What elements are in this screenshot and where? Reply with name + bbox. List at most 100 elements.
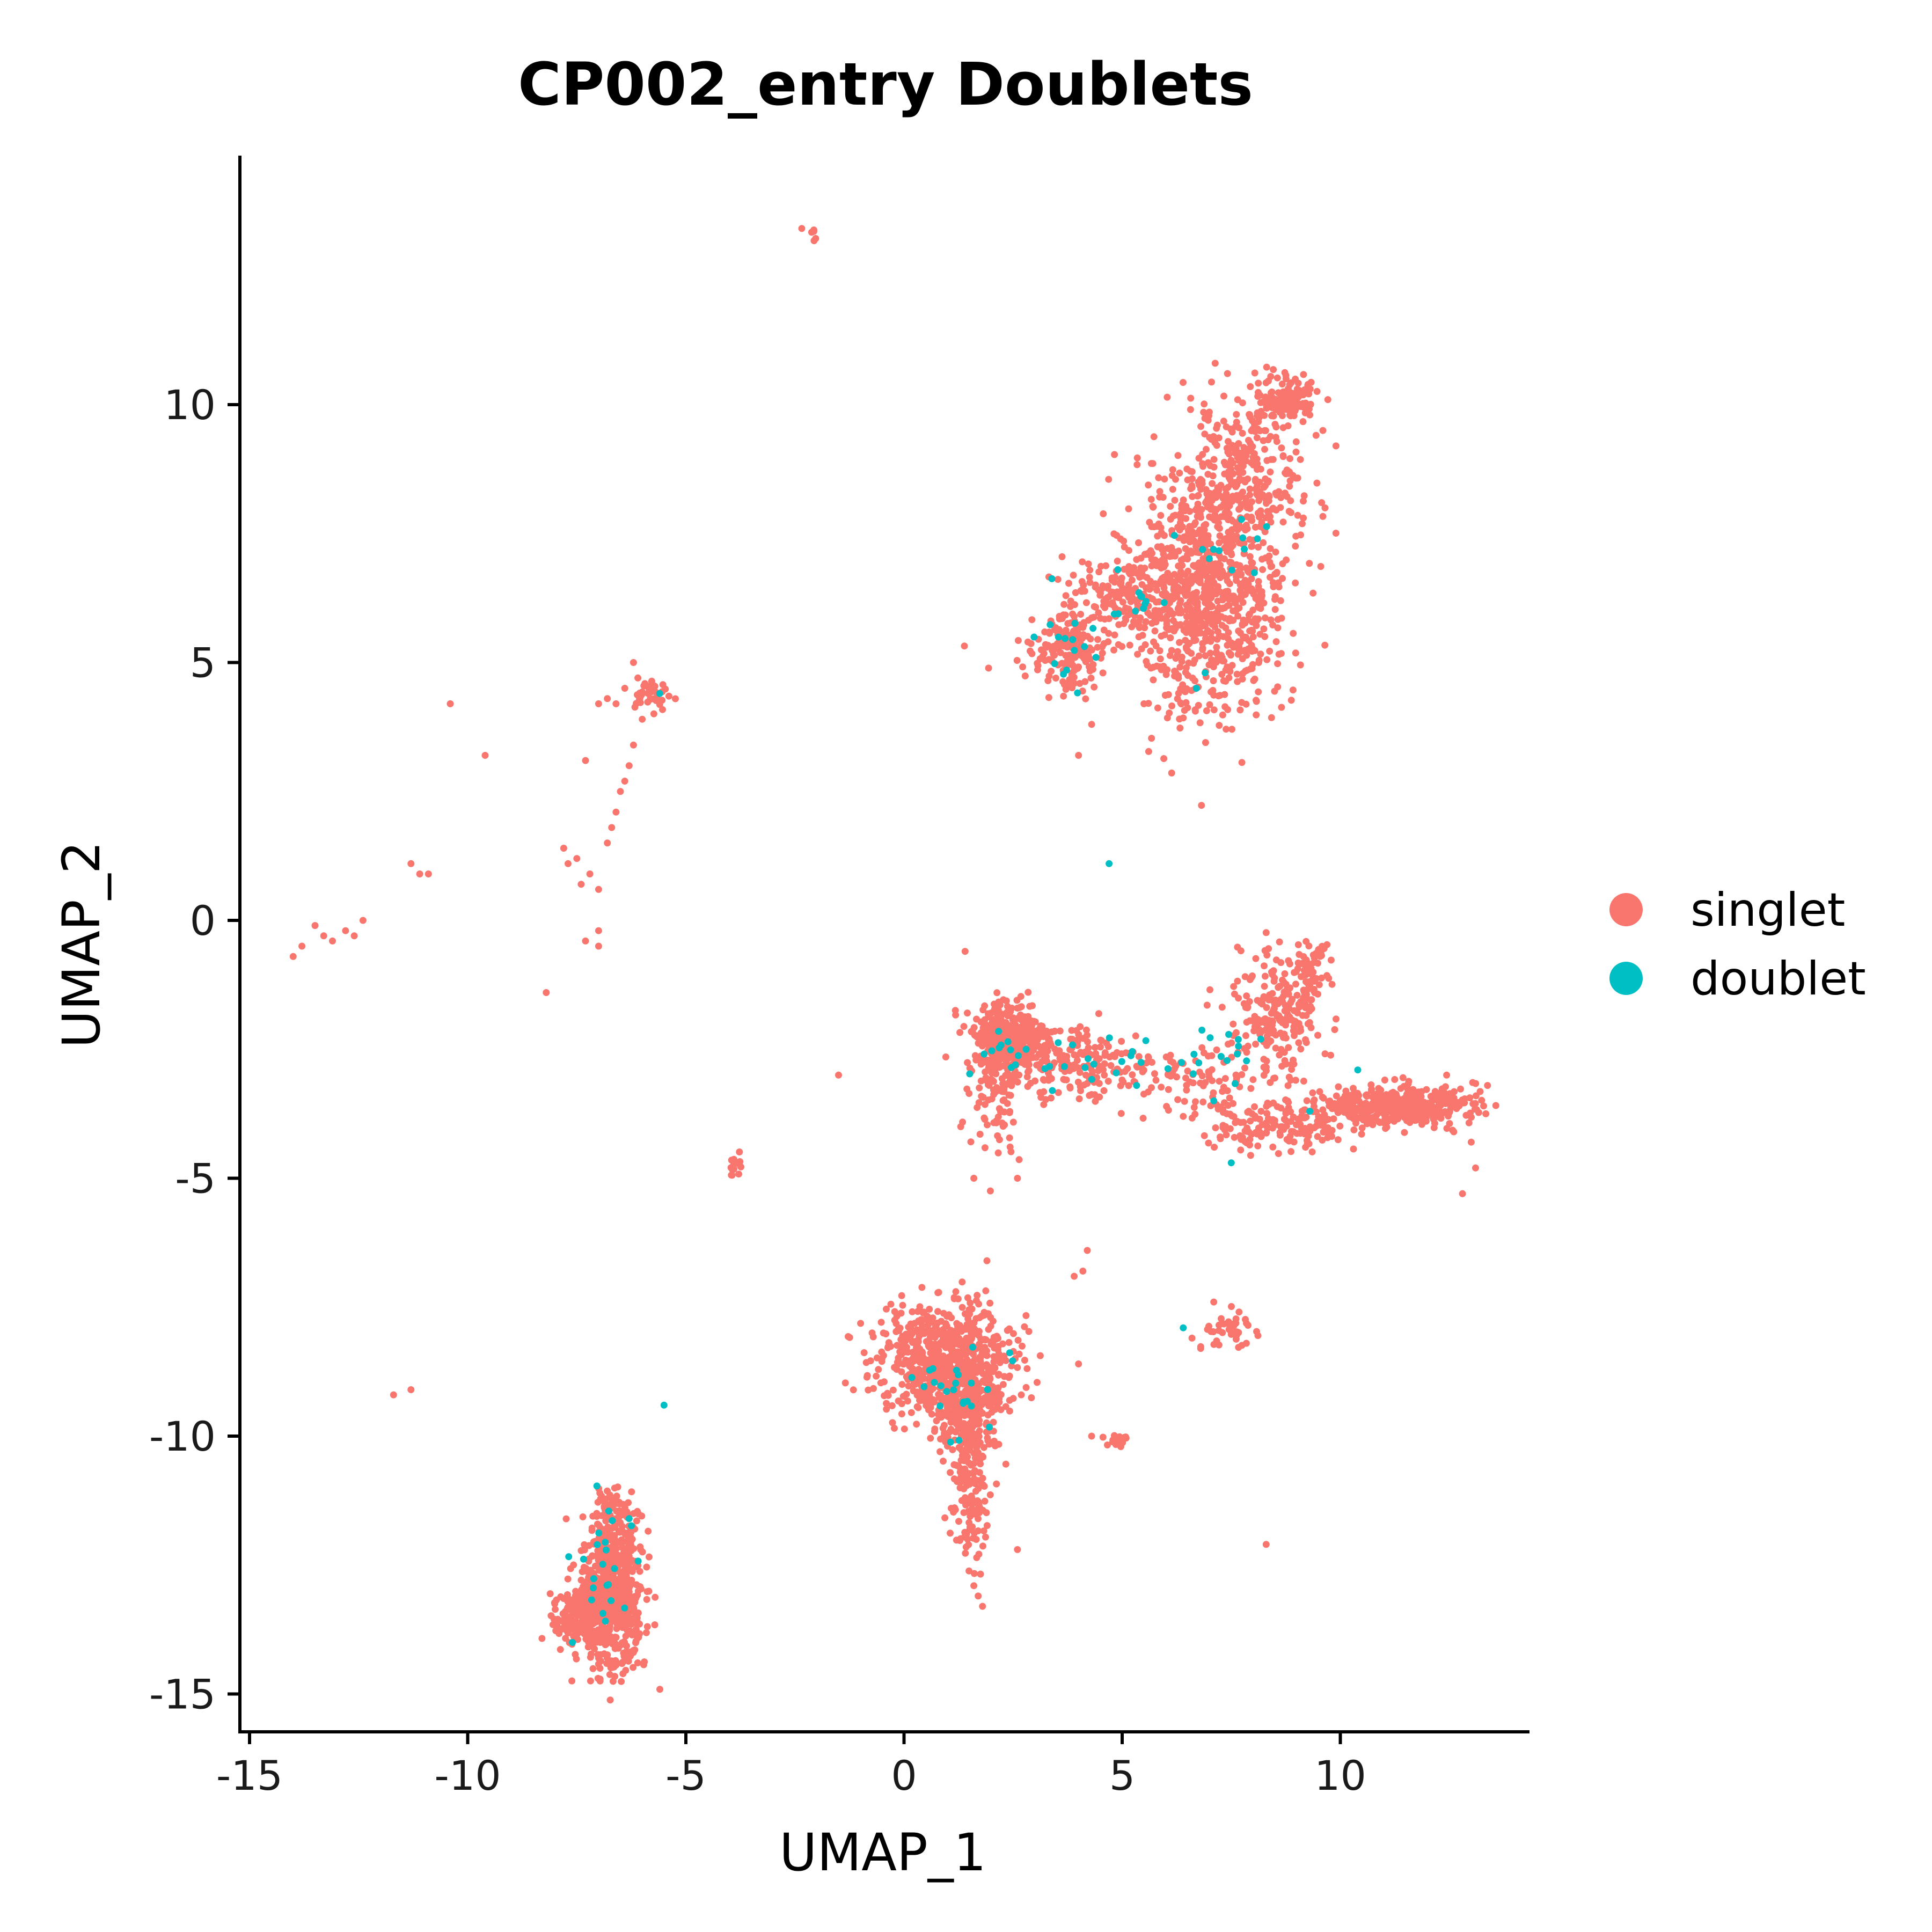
- point-singlet: [980, 1114, 988, 1122]
- point-singlet: [1239, 449, 1247, 456]
- point-singlet: [1204, 627, 1211, 634]
- point-singlet: [1480, 1102, 1487, 1110]
- point-singlet: [1314, 1031, 1321, 1039]
- point-singlet: [998, 1053, 1005, 1061]
- point-singlet: [1453, 1105, 1460, 1113]
- point-singlet: [1350, 1114, 1358, 1121]
- point-singlet: [1199, 1098, 1207, 1106]
- point-singlet: [1334, 1136, 1342, 1144]
- point-singlet: [1233, 523, 1240, 530]
- point-singlet: [1210, 565, 1217, 573]
- point-singlet: [1294, 1009, 1301, 1016]
- point-singlet: [1284, 1082, 1292, 1089]
- point-singlet: [1245, 445, 1252, 453]
- point-singlet: [1231, 990, 1238, 998]
- point-singlet: [637, 1546, 645, 1554]
- point-singlet: [1295, 1039, 1302, 1046]
- point-singlet: [1102, 562, 1110, 569]
- point-singlet: [1275, 650, 1283, 658]
- point-singlet: [1309, 952, 1317, 958]
- point-singlet: [1172, 655, 1180, 662]
- point-singlet: [1319, 1137, 1326, 1144]
- point-singlet: [1185, 659, 1192, 667]
- point-singlet: [1391, 1076, 1399, 1083]
- point-singlet: [1230, 983, 1238, 990]
- point-singlet: [1081, 655, 1088, 663]
- point-singlet: [1216, 525, 1223, 532]
- point-singlet: [1274, 683, 1282, 691]
- point-singlet: [994, 1132, 1001, 1139]
- point-singlet: [1104, 1043, 1112, 1050]
- point-singlet: [875, 1366, 882, 1373]
- point-singlet: [1199, 555, 1207, 562]
- point-singlet: [1187, 467, 1194, 475]
- point-singlet: [1168, 769, 1175, 777]
- point-singlet: [1298, 1125, 1305, 1132]
- point-singlet: [1156, 647, 1163, 654]
- point-singlet: [965, 1371, 972, 1379]
- point-singlet: [1417, 1095, 1424, 1102]
- point-singlet: [1285, 395, 1292, 402]
- point-singlet: [1074, 1078, 1082, 1086]
- point-singlet: [1174, 452, 1182, 459]
- point-singlet: [919, 1322, 926, 1330]
- point-singlet: [975, 1099, 983, 1107]
- point-singlet: [1148, 1059, 1155, 1066]
- point-singlet: [977, 1460, 984, 1468]
- point-singlet: [1270, 977, 1278, 985]
- point-singlet: [923, 1362, 930, 1369]
- point-singlet: [1331, 1026, 1338, 1033]
- point-singlet: [1292, 649, 1299, 657]
- point-singlet: [1074, 1064, 1082, 1072]
- point-singlet: [1401, 1129, 1408, 1136]
- point-singlet: [931, 1373, 938, 1380]
- point-singlet: [1095, 568, 1103, 576]
- point-singlet: [1045, 628, 1053, 636]
- point-singlet: [1340, 1103, 1347, 1110]
- point-singlet: [1217, 574, 1224, 581]
- point-singlet: [1279, 412, 1286, 419]
- point-singlet: [1010, 1016, 1018, 1024]
- point-singlet: [1215, 486, 1223, 494]
- point-singlet: [1151, 614, 1158, 621]
- point-singlet: [942, 1053, 949, 1060]
- point-singlet: [1243, 992, 1250, 1000]
- point-singlet: [1446, 1107, 1453, 1115]
- point-singlet: [1246, 976, 1254, 983]
- point-singlet: [612, 1641, 619, 1648]
- point-singlet: [1257, 1133, 1265, 1140]
- point-singlet: [1263, 1129, 1270, 1136]
- point-singlet: [1258, 518, 1265, 526]
- point-singlet: [972, 1315, 980, 1322]
- point-singlet: [1111, 451, 1118, 458]
- point-singlet: [1300, 371, 1307, 378]
- point-singlet: [986, 1187, 994, 1195]
- chart-title: CP002_entry Doublets: [518, 50, 1253, 119]
- point-singlet: [1006, 1143, 1014, 1151]
- point-singlet: [1028, 1394, 1035, 1401]
- point-singlet: [1234, 678, 1241, 685]
- point-singlet: [1187, 394, 1195, 402]
- point-singlet: [891, 1424, 898, 1432]
- point-singlet: [1372, 1114, 1379, 1121]
- point-singlet: [924, 1312, 931, 1320]
- point-singlet: [1206, 560, 1214, 568]
- point-singlet: [940, 1458, 947, 1465]
- point-singlet: [1009, 1330, 1017, 1337]
- point-singlet: [1188, 1114, 1196, 1122]
- point-singlet: [992, 1400, 1000, 1407]
- point-singlet: [1167, 634, 1174, 641]
- point-singlet: [1270, 583, 1277, 590]
- point-singlet: [636, 1568, 643, 1575]
- point-singlet: [1280, 1049, 1288, 1056]
- point-singlet: [1327, 1051, 1335, 1059]
- point-singlet: [1169, 610, 1177, 618]
- point-singlet: [656, 1686, 663, 1693]
- point-singlet: [1435, 1108, 1442, 1115]
- point-singlet: [1204, 503, 1211, 511]
- point-singlet: [970, 1499, 978, 1506]
- point-singlet: [1163, 714, 1171, 722]
- point-singlet: [1257, 407, 1265, 415]
- point-singlet: [1176, 470, 1183, 477]
- point-singlet: [1272, 548, 1279, 556]
